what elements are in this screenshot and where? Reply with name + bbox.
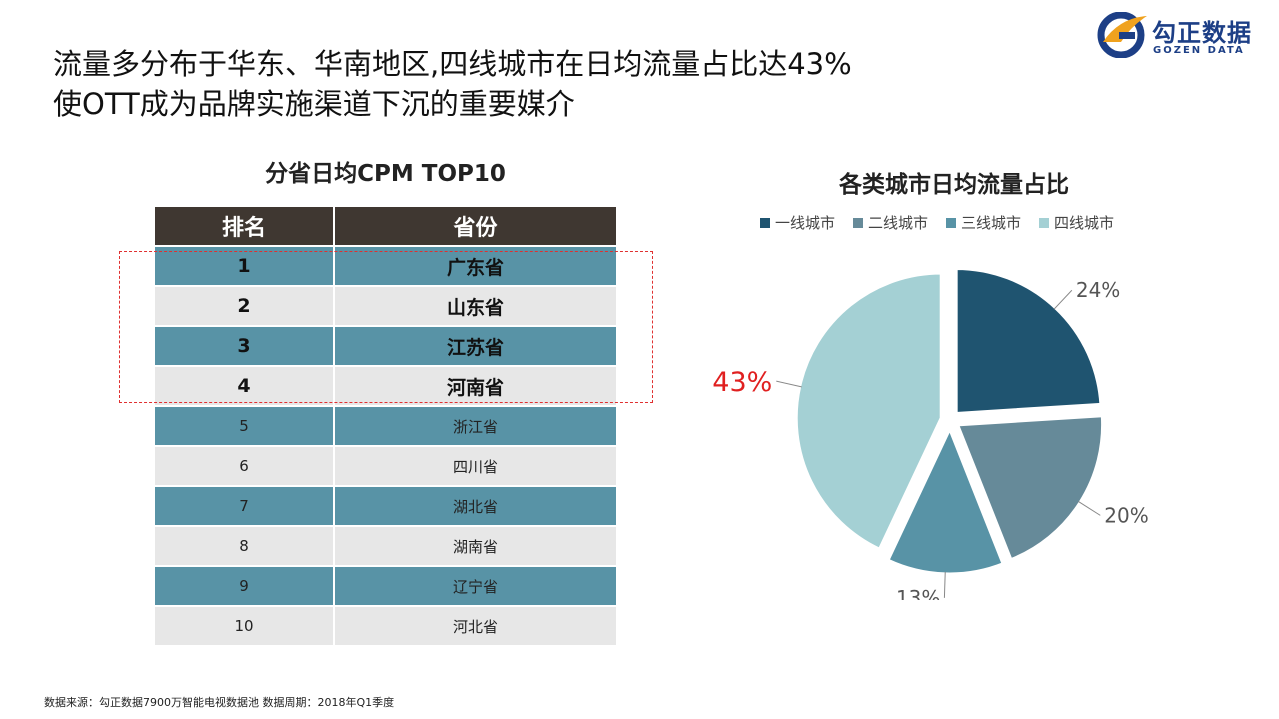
legend-swatch	[853, 217, 864, 228]
table-row: 3 江苏省	[155, 325, 616, 366]
rank-cell: 8	[155, 525, 335, 566]
table-row: 7 湖北省	[155, 485, 616, 526]
leader-line	[943, 571, 946, 598]
rank-cell: 6	[155, 445, 335, 486]
logo-name-en: GOZEN DATA	[1153, 45, 1245, 56]
pie-chart: 24% 20% 13% 43%	[712, 266, 1149, 600]
leader-line	[776, 380, 802, 388]
leader-line	[1078, 501, 1101, 516]
header-province: 省份	[334, 207, 616, 246]
legend-swatch	[760, 217, 770, 228]
slice-label: 43%	[712, 367, 772, 398]
legend-item: 三线城市	[946, 212, 1021, 233]
table-row: 6 四川省	[155, 445, 616, 486]
province-cell: 湖南省	[334, 525, 616, 566]
legend-item: 一线城市	[760, 212, 835, 233]
slice-label: 24%	[1076, 278, 1120, 302]
province-cell: 山东省	[334, 285, 616, 326]
legend-item: 四线城市	[1039, 212, 1114, 233]
table-row: 8 湖南省	[155, 525, 616, 566]
table-row: 10 河北省	[155, 605, 616, 645]
rank-cell: 3	[155, 325, 335, 366]
slice-label: 13%	[896, 586, 940, 600]
data-source-note: 数据来源：勾正数据7900万智能电视数据池 数据周期：2018年Q1季度	[44, 696, 395, 709]
legend-label: 三线城市	[961, 214, 1022, 232]
table-row: 9 辽宁省	[155, 565, 616, 606]
table-row: 2 山东省	[155, 285, 616, 326]
province-cell: 浙江省	[334, 405, 616, 446]
legend-swatch	[1039, 217, 1050, 228]
table-row: 5 浙江省	[155, 405, 616, 446]
logo-icon	[1097, 12, 1147, 58]
rank-cell: 4	[155, 365, 335, 406]
legend-label: 四线城市	[1054, 214, 1115, 232]
province-cell: 四川省	[334, 445, 616, 486]
rank-cell: 2	[155, 285, 335, 326]
province-cell: 湖北省	[334, 485, 616, 526]
leader-line	[1053, 289, 1073, 310]
province-cell: 河北省	[334, 605, 616, 645]
slice-label: 20%	[1104, 503, 1148, 527]
legend-item: 二线城市	[853, 212, 928, 233]
pie-title: 各类城市日均流量占比	[839, 172, 1069, 198]
headline-line-2: 使OTT成为品牌实施渠道下沉的重要媒介	[53, 87, 575, 121]
province-cell: 江苏省	[334, 325, 616, 366]
headline-line-1: 流量多分布于华东、华南地区,四线城市在日均流量占比达43%	[53, 47, 852, 81]
legend-label: 二线城市	[868, 214, 929, 232]
legend-label: 一线城市	[775, 214, 836, 232]
logo-name-cn: 勾正数据	[1152, 19, 1252, 47]
rank-cell: 5	[155, 405, 335, 446]
province-cell: 辽宁省	[334, 565, 616, 606]
table-header-row: 排名 省份	[155, 207, 616, 246]
brand-logo: 勾正数据 GOZEN DATA	[1097, 10, 1267, 60]
rank-cell: 7	[155, 485, 335, 526]
province-cell: 河南省	[334, 365, 616, 406]
legend-swatch	[946, 217, 957, 228]
province-ranking-table: 排名 省份 1 广东省 2 山东省 3 江苏省 4 河南省 5 浙江省 6 四川省 7 湖北省 8 湖南省 9 辽…	[155, 207, 616, 645]
table-title: 分省日均CPM TOP10	[265, 161, 506, 187]
rank-cell: 10	[155, 605, 335, 645]
header-rank: 排名	[155, 207, 335, 246]
table-row: 4 河南省	[155, 365, 616, 406]
headline: 流量多分布于华东、华南地区,四线城市在日均流量占比达43% 使OTT成为品牌实施…	[53, 44, 852, 124]
table-body: 1 广东省 2 山东省 3 江苏省 4 河南省 5 浙江省 6 四川省 7 湖北省 8 湖南省 9 辽宁省 10 河北…	[155, 245, 616, 645]
rank-cell: 9	[155, 565, 335, 606]
pie-legend: 一线城市 二线城市 三线城市 四线城市	[760, 212, 1114, 233]
top4-highlight-box	[119, 251, 653, 403]
